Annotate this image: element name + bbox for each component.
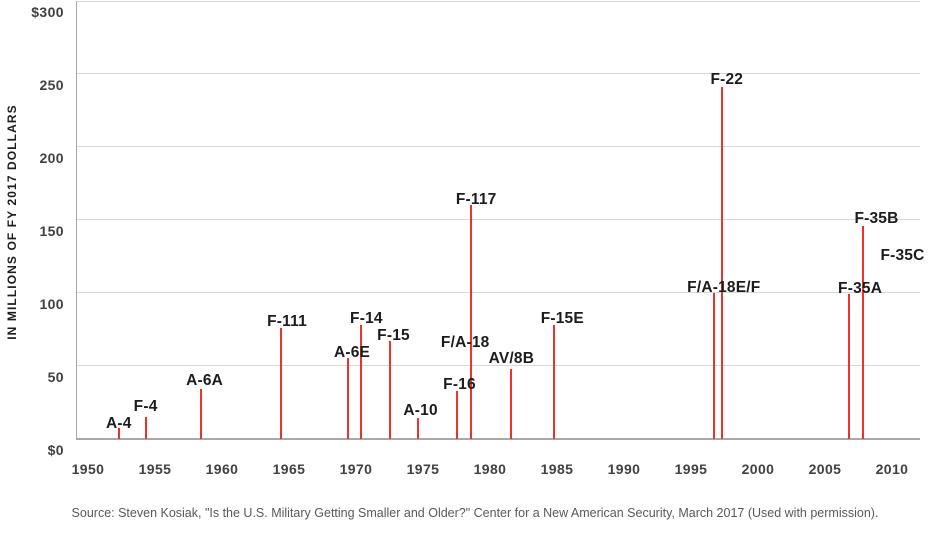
x-tick-label: 1995 bbox=[674, 461, 708, 477]
x-tick-label: 1950 bbox=[71, 461, 105, 477]
point-label-a-6a: A-6A bbox=[186, 371, 224, 389]
x-tick-label: 2005 bbox=[808, 461, 842, 477]
stem-f-35a bbox=[848, 294, 851, 439]
point-label-f-111: F-111 bbox=[267, 313, 307, 331]
point-label-a-10: A-10 bbox=[403, 401, 438, 419]
stem-f-15 bbox=[388, 340, 391, 439]
gridline-250 bbox=[76, 73, 920, 75]
point-label-a-4: A-4 bbox=[106, 414, 132, 432]
point-label-f-35a: F-35A bbox=[838, 279, 883, 297]
point-label-av-8b: AV/8B bbox=[488, 350, 535, 368]
gridline-50 bbox=[76, 365, 920, 367]
y-tick-label: 200 bbox=[39, 149, 64, 166]
point-label-f-35b: F-35B bbox=[854, 210, 899, 228]
point-label-f-15e: F-15E bbox=[540, 310, 584, 328]
point-label-f-15: F-15 bbox=[377, 327, 410, 345]
point-label-f-a-18e-f: F/A-18E/F bbox=[687, 279, 761, 297]
y-tick-label: $300 bbox=[31, 4, 64, 20]
stem-f-35c bbox=[861, 249, 864, 439]
stem-av-8b bbox=[510, 368, 513, 439]
y-tick-label: 50 bbox=[47, 368, 64, 385]
point-label-f-14: F-14 bbox=[350, 310, 383, 328]
point-label-f-22: F-22 bbox=[710, 70, 744, 88]
stem-a-6e bbox=[347, 358, 349, 439]
x-tick-label: 1980 bbox=[473, 461, 507, 477]
y-tick-label: 150 bbox=[39, 222, 64, 239]
point-label-f-a-18: F/A-18 bbox=[440, 334, 490, 351]
gridline-300 bbox=[76, 0, 920, 2]
stem-f-14 bbox=[360, 324, 363, 439]
point-label-f-4: F-4 bbox=[133, 398, 158, 416]
source-citation: Source: Steven Kosiak, "Is the U.S. Mili… bbox=[71, 506, 879, 520]
stem-f-117 bbox=[470, 205, 473, 439]
x-tick-label: 1965 bbox=[272, 461, 306, 477]
stem-f-16 bbox=[455, 390, 458, 439]
x-tick-label: 1955 bbox=[138, 461, 172, 477]
gridline-150 bbox=[76, 219, 920, 221]
x-tick-label: 1975 bbox=[406, 461, 440, 477]
x-tick-label: 2010 bbox=[875, 461, 909, 477]
stem-f-15e bbox=[553, 324, 556, 439]
point-label-f-35c: F-35C bbox=[880, 246, 925, 264]
x-tick-label: 1990 bbox=[607, 461, 641, 477]
x-tick-label: 1960 bbox=[205, 461, 239, 477]
stem-f-a-18e-f bbox=[712, 292, 715, 439]
x-tick-label: 2000 bbox=[741, 461, 775, 477]
x-tick-label: 1985 bbox=[540, 461, 574, 477]
stem-f-4 bbox=[144, 416, 147, 439]
point-label-f-117: F-117 bbox=[455, 190, 497, 208]
stem-f-22 bbox=[720, 87, 723, 439]
gridline-200 bbox=[76, 146, 920, 148]
gridline-0 bbox=[76, 437, 920, 440]
stem-a-10 bbox=[416, 418, 419, 439]
gridline-100 bbox=[76, 292, 920, 294]
y-axis-line bbox=[76, 1, 77, 439]
y-tick-label: 100 bbox=[39, 295, 64, 312]
y-tick-label: $0 bbox=[47, 441, 64, 458]
point-label-a-6e: A-6E bbox=[333, 343, 371, 361]
y-tick-label: 250 bbox=[39, 76, 64, 93]
point-label-f-16: F-16 bbox=[443, 376, 476, 393]
stem-f-111 bbox=[280, 327, 282, 439]
stem-a-6a bbox=[199, 389, 202, 439]
x-tick-label: 1970 bbox=[339, 461, 373, 477]
stem-a-4 bbox=[117, 428, 120, 439]
